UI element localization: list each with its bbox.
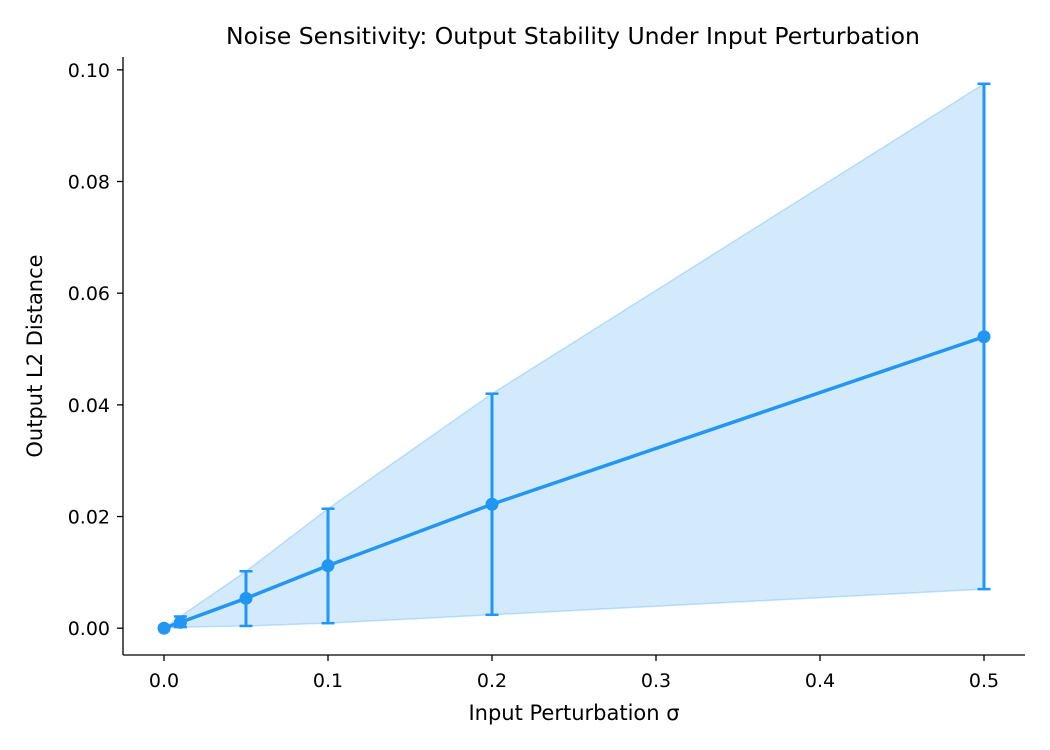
- x-tick-label: 0.4: [805, 670, 835, 692]
- data-point: [485, 497, 499, 511]
- chart-title: Noise Sensitivity: Output Stability Unde…: [226, 22, 920, 50]
- x-tick-label: 0.5: [969, 670, 999, 692]
- y-tick-label: 0.06: [68, 283, 110, 305]
- y-axis-ticks: 0.00 0.02 0.04 0.06 0.08 0.10: [68, 60, 123, 640]
- data-point: [157, 621, 171, 635]
- y-tick-label: 0.10: [68, 60, 110, 82]
- y-tick-label: 0.08: [68, 172, 110, 194]
- y-axis-title: Output L2 Distance: [23, 254, 47, 457]
- data-point: [173, 615, 187, 629]
- x-tick-label: 0.1: [313, 670, 343, 692]
- data-point: [977, 330, 991, 344]
- y-tick-label: 0.02: [68, 507, 110, 529]
- data-point: [321, 559, 335, 573]
- x-axis-ticks: 0.0 0.1 0.2 0.3 0.4 0.5: [149, 655, 999, 692]
- y-tick-label: 0.04: [68, 395, 110, 417]
- x-tick-label: 0.0: [149, 670, 179, 692]
- y-tick-label: 0.00: [68, 618, 110, 640]
- x-tick-label: 0.3: [641, 670, 671, 692]
- x-tick-label: 0.2: [477, 670, 507, 692]
- error-band-layer: [161, 82, 985, 630]
- data-points-layer: [157, 330, 991, 635]
- error-band: [161, 82, 985, 630]
- data-point: [239, 591, 253, 605]
- x-axis-title: Input Perturbation σ: [468, 701, 679, 725]
